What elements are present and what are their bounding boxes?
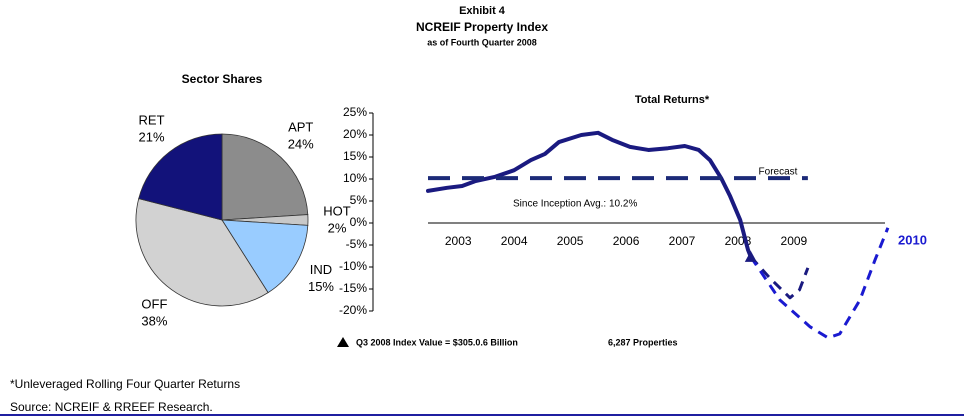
series-line (426, 130, 753, 259)
x-tick-label: 2007 (669, 234, 696, 248)
series-line (749, 227, 890, 340)
slice-value: 2% (328, 220, 347, 235)
x-tick-label: 2005 (557, 234, 584, 248)
y-tick-label: -20% (339, 303, 367, 317)
slice-value: 21% (139, 130, 165, 145)
slice-label: OFF (141, 296, 167, 311)
page-title: NCREIF Property Index (416, 20, 548, 34)
y-tick-label: -5% (346, 237, 368, 251)
end-label: 2010 (898, 232, 927, 247)
average-label: Since Inception Avg.: 10.2% (513, 199, 637, 210)
y-tick-label: 5% (350, 193, 368, 207)
footnote: *Unleveraged Rolling Four Quarter Return… (10, 377, 240, 391)
note-triangle (337, 337, 349, 347)
y-tick-label: -15% (339, 281, 367, 295)
pie-slice (221, 219, 309, 294)
exhibit-label: Exhibit 4 (459, 5, 506, 17)
index-note: Q3 2008 Index Value = $305.0.6 Billion (356, 337, 518, 347)
y-tick-label: -10% (339, 259, 367, 273)
line-title: Total Returns* (635, 94, 710, 106)
slice-value: 38% (141, 313, 167, 328)
x-tick-label: 2006 (613, 234, 640, 248)
page-subtitle: as of Fourth Quarter 2008 (427, 37, 537, 47)
slice-label: APT (288, 120, 313, 135)
pie-slice (138, 133, 223, 221)
y-tick-label: 20% (343, 127, 367, 141)
y-tick-label: 25% (343, 105, 367, 119)
slice-label: RET (139, 113, 165, 128)
y-tick-label: 10% (343, 171, 367, 185)
x-tick-label: 2003 (445, 234, 472, 248)
x-tick-label: 2004 (501, 234, 528, 248)
x-tick-label: 2009 (781, 234, 808, 248)
slice-value: 24% (288, 137, 314, 152)
source-note: Source: NCREIF & RREEF Research. (10, 400, 213, 414)
slice-value: 15% (308, 279, 334, 294)
pie-slice (221, 133, 309, 221)
properties-note: 6,287 Properties (608, 337, 678, 347)
y-tick-label: 15% (343, 149, 367, 163)
series-line (749, 255, 810, 300)
pie-title: Sector Shares (182, 72, 263, 86)
pie-slice (135, 198, 269, 307)
slice-label: HOT (323, 203, 351, 218)
y-tick-label: 0% (350, 215, 368, 229)
forecast-label: Forecast (759, 167, 798, 178)
index-marker (744, 250, 757, 262)
slice-label: IND (310, 262, 332, 277)
